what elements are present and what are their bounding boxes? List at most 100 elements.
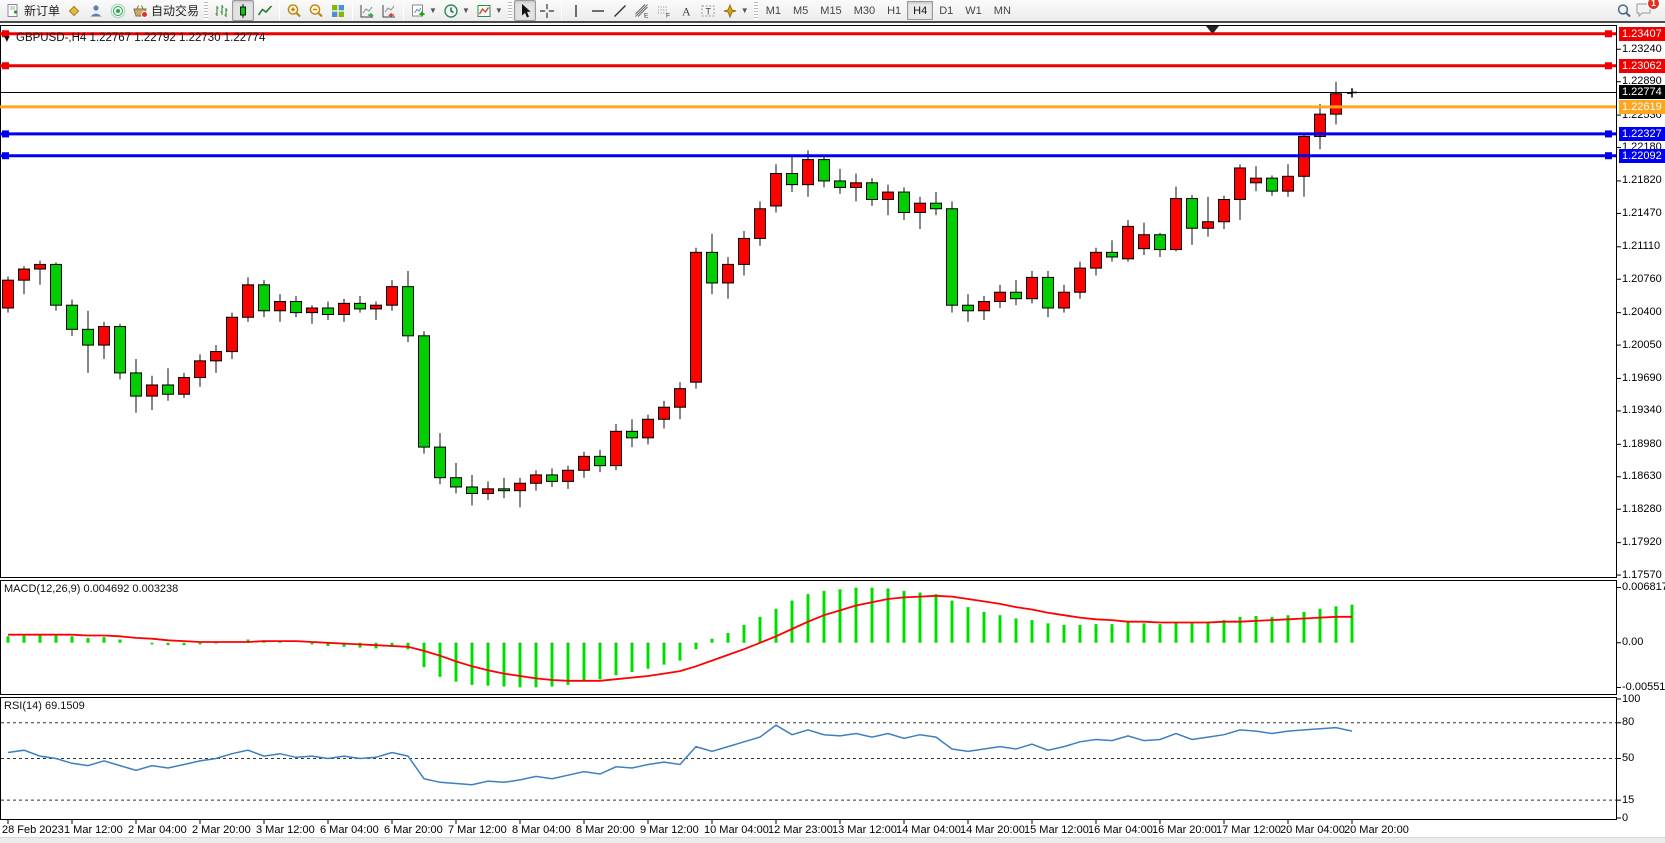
price-tick-label: 1.18280 xyxy=(1622,502,1662,515)
auto-trading-label: 自动交易 xyxy=(151,4,200,18)
time-tick-label: 20 Mar 20:00 xyxy=(1344,824,1409,836)
time-tick-label: 8 Mar 20:00 xyxy=(576,824,635,836)
person-icon xyxy=(88,3,104,19)
candle-body xyxy=(578,455,590,471)
line-endpoint-marker[interactable] xyxy=(1605,62,1612,70)
price-tick-label: 1.20050 xyxy=(1622,338,1662,351)
candle-body xyxy=(1058,291,1070,309)
text-label-icon: T xyxy=(700,3,716,19)
timeframe-m5[interactable]: M5 xyxy=(793,4,809,17)
rsi-line xyxy=(7,724,1353,786)
line-endpoint-marker[interactable] xyxy=(2,30,9,38)
price-tick-label: 1.19340 xyxy=(1622,404,1662,417)
candle-body xyxy=(194,360,206,379)
label-tool[interactable]: T xyxy=(697,0,719,21)
line-endpoint-marker[interactable] xyxy=(1605,30,1612,38)
timeframe-w1[interactable]: W1 xyxy=(965,4,982,17)
price-tick-label: 1.18980 xyxy=(1622,437,1662,450)
auto-scroll-button[interactable] xyxy=(356,0,378,21)
candle-body xyxy=(1138,234,1150,250)
time-tick-label: 20 Mar 04:00 xyxy=(1280,824,1345,836)
time-tick-label: 16 Mar 04:00 xyxy=(1088,824,1153,836)
shapes-tool[interactable]: ▼ xyxy=(719,0,752,21)
candle-body xyxy=(1266,177,1278,192)
timeframe-m15[interactable]: M15 xyxy=(820,4,842,17)
text-tool[interactable]: A xyxy=(675,0,697,21)
cursor-button[interactable] xyxy=(513,0,536,21)
zoom-in-icon xyxy=(286,3,302,19)
vertical-line-icon xyxy=(568,3,584,19)
chart-window[interactable]: ▾ GBPUSD-,H4 1.22767 1.22792 1.22730 1.2… xyxy=(0,25,1665,843)
candle-body xyxy=(274,301,286,312)
line-endpoint-marker[interactable] xyxy=(2,152,9,160)
chevron-down-icon: ▼ xyxy=(461,5,470,15)
auto-trading-button[interactable]: 自动交易 xyxy=(129,0,202,21)
line-endpoint-marker[interactable] xyxy=(2,62,9,70)
candle-body xyxy=(978,301,990,312)
toolbar-separator xyxy=(560,1,562,20)
crosshair-button[interactable] xyxy=(536,0,558,21)
horizontal-line-tool[interactable] xyxy=(587,0,609,21)
vertical-line-tool[interactable] xyxy=(565,0,587,21)
candle-body xyxy=(1202,221,1214,229)
svg-text:T: T xyxy=(705,6,711,16)
chart-line-button[interactable] xyxy=(254,0,276,21)
candle-body xyxy=(482,488,494,494)
zoom-in-button[interactable] xyxy=(283,0,305,21)
auto-scroll-icon xyxy=(359,3,375,19)
timeframe-h1[interactable]: H1 xyxy=(887,4,902,17)
timeframe-d1[interactable]: D1 xyxy=(939,4,954,17)
notifications-button[interactable]: 1 xyxy=(1635,0,1660,21)
price-tick-label: 1.22890 xyxy=(1622,75,1662,88)
zoom-out-button[interactable] xyxy=(305,0,327,21)
period-button[interactable]: ▼ xyxy=(440,0,473,21)
time-tick-label: 1 Mar 12:00 xyxy=(64,824,123,836)
price-tick-label: 1.17570 xyxy=(1622,568,1662,581)
grid-tool[interactable]: F xyxy=(653,0,675,21)
candle-body xyxy=(658,406,670,420)
candle-body xyxy=(1026,276,1038,300)
signals-button[interactable] xyxy=(107,0,129,21)
candle-body xyxy=(994,291,1006,302)
horizontal-line-icon xyxy=(590,3,606,19)
timeframe-m30[interactable]: M30 xyxy=(853,4,876,17)
toolbar-separator xyxy=(279,1,281,20)
candle-body xyxy=(434,446,446,479)
indicators-icon xyxy=(476,3,492,19)
timeframe-h4[interactable]: H4 xyxy=(907,1,934,20)
line-endpoint-marker[interactable] xyxy=(1605,152,1612,160)
trendline-tool[interactable] xyxy=(609,0,631,21)
search-button[interactable] xyxy=(1613,0,1635,21)
line-endpoint-marker[interactable] xyxy=(1605,130,1612,138)
candle-body xyxy=(34,263,46,270)
chart-canvas[interactable] xyxy=(0,25,1665,843)
candle-body xyxy=(306,307,318,314)
collapse-arrow-icon[interactable]: ▾ xyxy=(4,33,10,45)
new-order-button[interactable]: 新订单 xyxy=(2,0,63,21)
tile-windows-button[interactable] xyxy=(327,0,349,21)
candle-body xyxy=(738,237,750,265)
candle-body xyxy=(450,477,462,488)
timeframe-m1[interactable]: M1 xyxy=(765,4,781,17)
candle-body xyxy=(1282,175,1294,192)
fibonacci-tool[interactable]: E xyxy=(631,0,653,21)
chart-candles-button[interactable] xyxy=(232,0,255,21)
toolbar-separator xyxy=(352,1,354,20)
trendline-icon xyxy=(612,3,628,19)
candle-body xyxy=(210,351,222,362)
indicators-button[interactable]: ▼ xyxy=(473,0,506,21)
chart-bars-button[interactable] xyxy=(210,0,232,21)
new-chart-button[interactable]: ▼ xyxy=(407,0,440,21)
accounts-button[interactable] xyxy=(85,0,107,21)
candle-body xyxy=(50,263,62,306)
market-watch-button[interactable] xyxy=(63,0,85,21)
candle-body xyxy=(1250,177,1262,184)
chart-shift-marker[interactable] xyxy=(1206,26,1219,34)
line-endpoint-marker[interactable] xyxy=(2,130,9,138)
candle-body xyxy=(674,388,686,408)
chart-shift-button[interactable] xyxy=(378,0,400,21)
timeframe-mn[interactable]: MN xyxy=(993,4,1011,17)
bottom-strip xyxy=(0,837,1665,843)
svg-text:E: E xyxy=(644,12,649,19)
indicator-axis-label: 0.00 xyxy=(1622,636,1644,649)
